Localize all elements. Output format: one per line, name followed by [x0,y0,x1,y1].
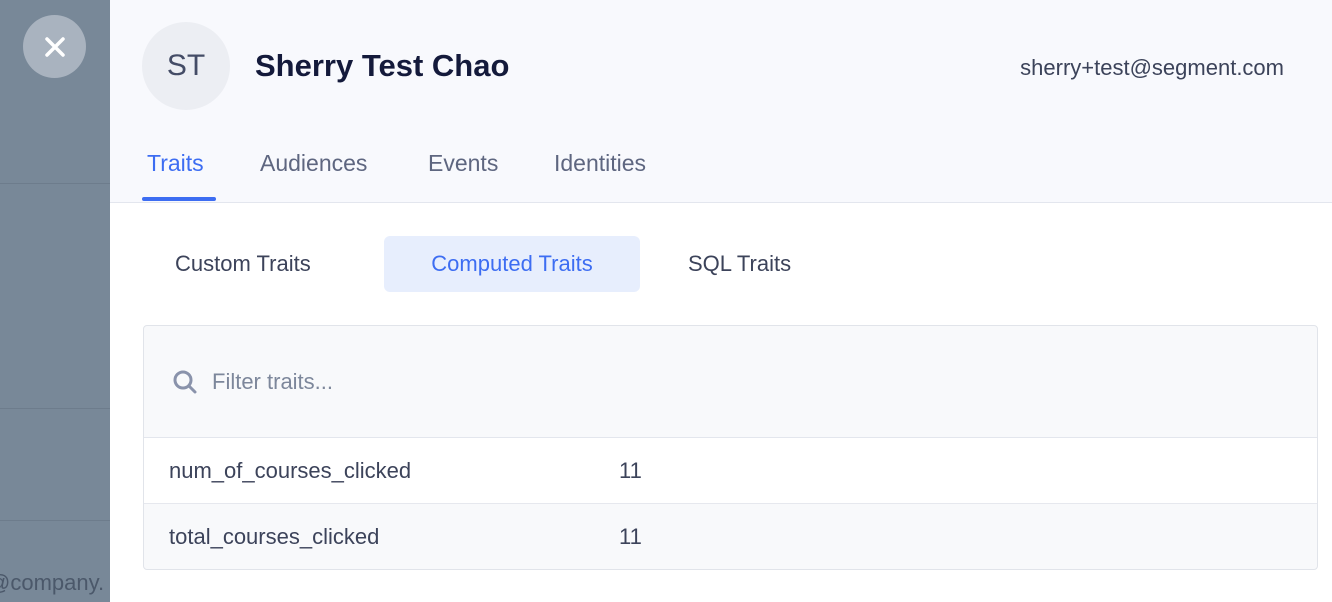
divider [0,520,110,521]
profile-name: Sherry Test Chao [255,48,510,83]
close-button[interactable] [23,15,86,78]
subtab-computed-traits[interactable]: Computed Traits [384,236,640,292]
tab-traits[interactable]: Traits [147,150,204,176]
table-row[interactable]: total_courses_clicked 11 [144,504,1317,569]
profile-email: sherry+test@segment.com [1020,55,1284,80]
search-icon [173,370,197,393]
trait-key: num_of_courses_clicked [169,457,412,483]
avatar: ST [142,22,230,110]
subtab-sql-traits[interactable]: SQL Traits [688,251,792,276]
background-overlay[interactable]: @company. [0,0,110,602]
active-tab-indicator [142,197,216,201]
table-row[interactable]: num_of_courses_clicked 11 [144,438,1317,504]
trait-value: 11 [619,524,642,549]
tab-events[interactable]: Events [428,150,499,176]
filter-bar [144,326,1317,438]
close-icon [44,36,65,57]
divider [0,183,110,184]
background-text: @company. [0,570,105,595]
trait-value: 11 [619,457,642,483]
profile-panel: ST Sherry Test Chao sherry+test@segment.… [110,0,1332,602]
trait-key: total_courses_clicked [169,524,380,549]
tab-identities[interactable]: Identities [554,150,647,176]
tab-audiences[interactable]: Audiences [260,150,368,176]
divider [0,408,110,409]
filter-traits-input[interactable] [212,368,812,395]
subtab-custom-traits[interactable]: Custom Traits [175,251,311,276]
traits-table: num_of_courses_clicked 11 total_courses_… [143,325,1318,570]
profile-header: ST Sherry Test Chao sherry+test@segment.… [110,0,1332,203]
